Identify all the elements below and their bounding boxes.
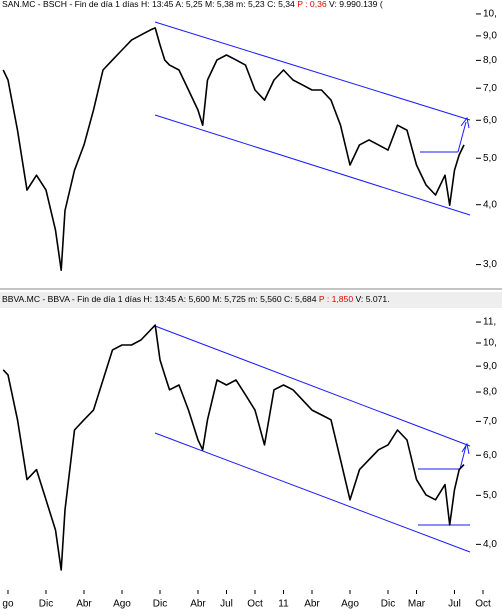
header-change: P : 0,36 [297,0,327,9]
x-tick-label: Abr [190,599,206,610]
x-tick-label: 11 [278,599,289,610]
header-change: P : 1,850 [319,294,353,304]
y-tick-label: 9,0 [483,31,497,42]
channel-line [154,114,471,216]
x-tick-label: Dic [381,599,395,610]
y-tick-label: 7,0 [483,83,497,94]
header-volume: V: 9.990.139 ( [327,0,383,9]
annotations [154,21,471,553]
y-tick-label: 10, [483,9,497,20]
y-tick-label: 4,0 [483,199,497,210]
y-tick-label: 5,0 [483,490,497,501]
x-tick-label: Mar [408,599,426,610]
header-title: SAN.MC - BSCH - Fin de día 1 días H: 13:… [2,0,297,9]
arrow [457,116,470,153]
channel-line [154,432,471,553]
header: BBVA.MC - BBVA - Fin de día 1 días H: 13… [2,294,390,304]
y-tick-label: 8,0 [483,55,497,66]
price-line [2,324,465,571]
header-band [0,292,502,308]
y-tick-label: 8,0 [483,387,497,398]
x-tick-label: Jul [220,599,233,610]
arrow [459,442,470,470]
channel-line [154,325,471,447]
y-tick-label: 10, [483,338,497,349]
x-tick-label: Dic [39,599,53,610]
channel-line [154,21,471,121]
y-tick-label: 5,0 [483,153,497,164]
x-tick-label: go [2,599,14,610]
x-tick-label: Abr [76,599,92,610]
y-tick-label: 6,0 [483,115,497,126]
x-tick-label: Abr [304,599,320,610]
x-tick-label: Oct [475,599,491,610]
y-tick-label: 9,0 [483,361,497,372]
x-tick-label: Ago [341,599,359,610]
header-volume: V: 5.071. [353,294,389,304]
x-tick-label: Jul [448,599,461,610]
y-tick-label: 7,0 [483,416,497,427]
y-tick-label: 6,0 [483,450,497,461]
header-title: BBVA.MC - BBVA - Fin de día 1 días H: 13… [2,294,319,304]
price-line [2,27,465,271]
y-tick-label: 3,0 [483,259,497,270]
x-tick-label: Dic [153,599,167,610]
x-tick-label: Oct [247,599,263,610]
x-tick-label: Ago [113,599,131,610]
header: SAN.MC - BSCH - Fin de día 1 días H: 13:… [2,0,383,9]
y-tick-label: 4,0 [483,539,497,550]
y-tick-label: 11, [483,317,496,328]
